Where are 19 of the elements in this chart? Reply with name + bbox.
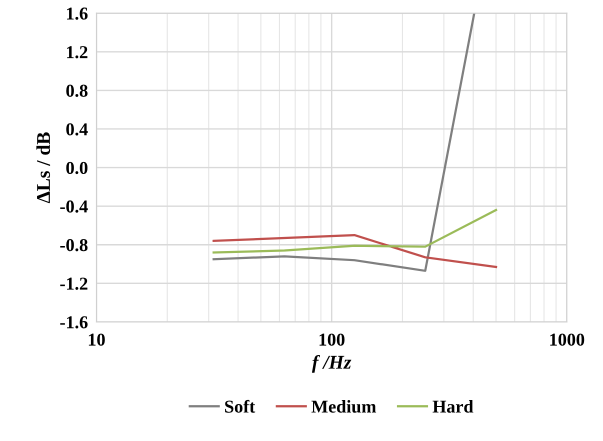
x-axis-title: f /Hz: [312, 354, 352, 373]
y-tick-label: -1.6: [60, 316, 88, 328]
y-axis-title: ΔLs / dB: [36, 132, 50, 204]
line-series: [212, 234, 498, 268]
line-series: [212, 208, 498, 254]
legend-label: Hard: [432, 400, 474, 413]
y-tick-label: 0.8: [66, 84, 88, 97]
x-tick-label: 100: [320, 334, 345, 346]
legend-label: Soft: [225, 400, 256, 413]
y-tick-label: 0.0: [66, 162, 88, 174]
y-tick-label: -0.4: [60, 200, 88, 213]
x-tick-label: 1000: [550, 334, 584, 346]
y-tick-label: 1.6: [67, 8, 88, 20]
y-tick-label: 1.2: [67, 46, 88, 58]
y-tick-label: 0.4: [66, 123, 88, 136]
y-tick-label: -1.2: [60, 278, 88, 290]
x-tick-label: 10: [88, 334, 105, 346]
y-tick-label: -0.8: [60, 239, 88, 252]
legend-label: Medium: [311, 400, 376, 413]
